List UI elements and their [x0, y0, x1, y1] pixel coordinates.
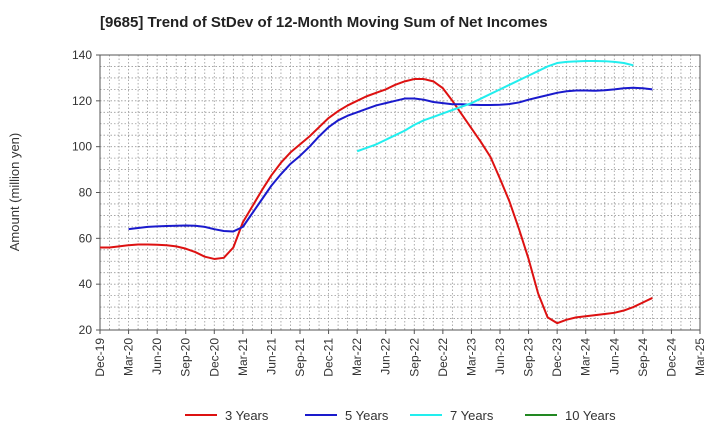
x-tick-label: Jun-23: [493, 338, 507, 375]
gridlines: [100, 55, 700, 330]
x-tick-label: Jun-22: [379, 338, 393, 375]
legend-label: 10 Years: [565, 408, 616, 423]
y-tick-label: 120: [72, 94, 92, 108]
x-tick-label: Jun-24: [607, 338, 621, 375]
x-tick-label: Sep-23: [522, 338, 536, 377]
x-tick-label: Jun-21: [264, 338, 278, 375]
x-tick-label: Sep-22: [407, 338, 421, 377]
y-tick-label: 20: [79, 323, 93, 337]
series-line-3-years: [100, 78, 653, 325]
legend: 3 Years 5 Years 7 Years 10 Years: [185, 408, 616, 423]
x-tick-label: Dec-24: [664, 338, 678, 377]
series-line-5-years: [128, 86, 653, 233]
y-axis-ticks: 20 40 60 80 100 120 140: [72, 48, 100, 337]
series-lines: [100, 59, 653, 325]
y-tick-label: 100: [72, 140, 92, 154]
legend-label: 5 Years: [345, 408, 389, 423]
plot-frame: [99, 54, 701, 331]
x-tick-label: Dec-23: [550, 338, 564, 377]
x-tick-label: Dec-20: [207, 338, 221, 377]
x-tick-label: Sep-24: [636, 338, 650, 377]
x-tick-label: Mar-24: [579, 338, 593, 376]
y-tick-label: 80: [79, 186, 93, 200]
x-tick-label: Sep-21: [293, 338, 307, 377]
x-tick-label: Sep-20: [179, 338, 193, 377]
series-line-7-years: [356, 59, 634, 153]
x-tick-label: Dec-22: [436, 338, 450, 377]
x-axis-ticks: Dec-19 Mar-20 Jun-20 Sep-20 Dec-20 Mar-21 Jun-…: [93, 330, 707, 377]
x-tick-label: Mar-25: [693, 338, 707, 376]
y-axis-label: Amount (million yen): [7, 133, 22, 252]
chart-title: [9685] Trend of StDev of 12-Month Moving…: [100, 14, 548, 31]
x-tick-label: Mar-21: [236, 338, 250, 376]
y-tick-label: 40: [79, 277, 93, 291]
x-tick-label: Mar-23: [464, 338, 478, 376]
x-tick-label: Dec-21: [322, 338, 336, 377]
y-tick-label: 140: [72, 48, 92, 62]
x-tick-label: Dec-19: [93, 338, 107, 377]
x-tick-label: Mar-22: [350, 338, 364, 376]
legend-label: 7 Years: [450, 408, 494, 423]
x-tick-label: Mar-20: [122, 338, 136, 376]
y-tick-label: 60: [79, 231, 93, 245]
legend-label: 3 Years: [225, 408, 269, 423]
x-tick-label: Jun-20: [150, 338, 164, 375]
